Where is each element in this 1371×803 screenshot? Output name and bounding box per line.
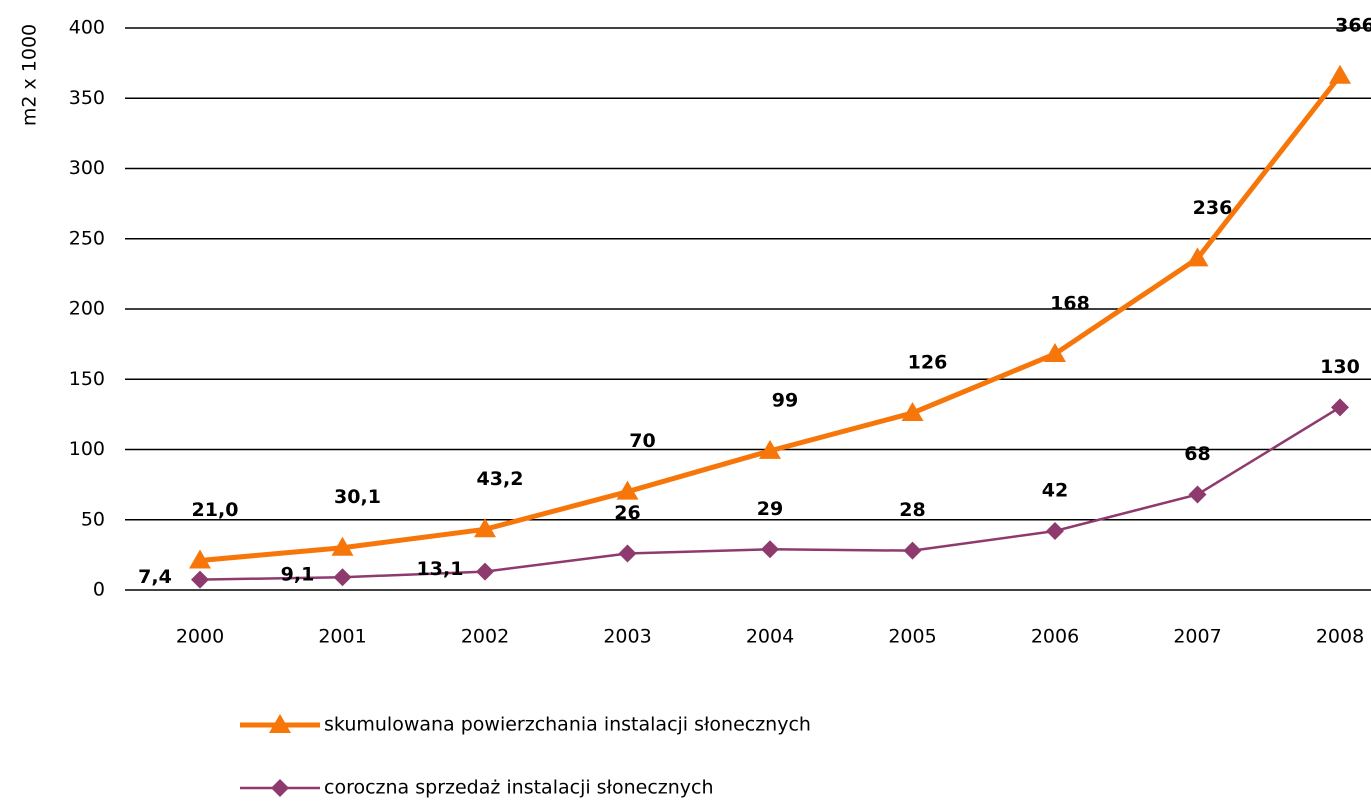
- data-label: 130: [1320, 356, 1360, 378]
- x-tick-label: 2006: [1031, 626, 1079, 648]
- x-tick-label: 2003: [603, 626, 651, 648]
- point: [759, 439, 781, 459]
- y-tick-label: 400: [69, 17, 105, 39]
- data-label: 7,4: [138, 566, 172, 588]
- data-label: 21,0: [192, 499, 239, 521]
- legend-marker: [269, 714, 291, 733]
- data-label: 42: [1042, 479, 1068, 501]
- point: [1329, 64, 1351, 84]
- data-label: 366: [1335, 14, 1371, 36]
- x-tick-label: 2000: [176, 626, 224, 648]
- y-tick-label: 250: [69, 227, 105, 249]
- point: [189, 549, 211, 569]
- point: [1044, 342, 1066, 362]
- y-tick-label: 50: [81, 508, 105, 530]
- point: [1331, 398, 1349, 417]
- data-label: 43,2: [477, 468, 524, 490]
- point: [1186, 247, 1209, 267]
- x-tick-label: 2001: [318, 626, 366, 648]
- data-label: 168: [1050, 292, 1090, 314]
- x-tick-label: 2008: [1316, 626, 1364, 648]
- data-label: 9,1: [281, 564, 315, 586]
- y-axis-label: m2 x 1000: [19, 24, 41, 126]
- point: [1046, 521, 1064, 540]
- x-tick-label: 2002: [461, 626, 509, 648]
- data-label: 126: [908, 351, 948, 373]
- point: [1188, 485, 1207, 504]
- legend-label: skumulowana powierzchania instalacji sło…: [324, 714, 811, 736]
- x-tick-label: 2004: [746, 626, 794, 648]
- data-label: 236: [1193, 197, 1233, 219]
- x-tick-label: 2005: [888, 626, 936, 648]
- y-tick-label: 0: [93, 579, 105, 601]
- point: [901, 401, 924, 421]
- y-tick-label: 350: [69, 87, 105, 109]
- point: [191, 570, 209, 589]
- data-label: 30,1: [334, 486, 381, 508]
- data-label: 68: [1184, 443, 1210, 465]
- point: [761, 540, 779, 559]
- y-tick-label: 150: [69, 368, 105, 390]
- data-label: 99: [772, 389, 798, 411]
- point: [474, 518, 496, 538]
- point: [618, 544, 637, 563]
- y-tick-label: 200: [69, 298, 105, 320]
- point: [333, 568, 352, 587]
- legend-marker: [271, 779, 289, 797]
- legend-label: coroczna sprzedaż instalacji słonecznych: [324, 777, 714, 799]
- data-label: 13,1: [417, 558, 464, 580]
- data-label: 26: [614, 502, 640, 524]
- point: [331, 536, 354, 556]
- data-label: 70: [629, 430, 655, 452]
- point: [616, 480, 639, 500]
- point: [903, 541, 922, 560]
- data-label: 28: [899, 499, 925, 521]
- point: [476, 562, 494, 581]
- data-label: 29: [757, 498, 783, 520]
- x-tick-label: 2007: [1173, 626, 1221, 648]
- y-tick-label: 300: [69, 157, 105, 179]
- y-tick-label: 100: [69, 438, 105, 460]
